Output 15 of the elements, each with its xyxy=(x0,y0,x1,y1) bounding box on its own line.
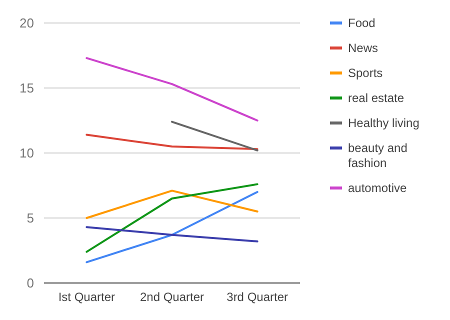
legend-label: News xyxy=(348,41,378,56)
y-tick-label: 10 xyxy=(20,146,34,161)
legend-label: Healthy living xyxy=(348,116,420,130)
y-tick-label: 20 xyxy=(20,16,34,31)
legend-label: Food xyxy=(348,16,376,30)
x-tick-label: 3rd Quarter xyxy=(226,290,288,304)
y-tick-label: 5 xyxy=(26,210,34,226)
legend-label: Sports xyxy=(348,66,383,80)
x-tick-label: 2nd Quarter xyxy=(140,290,204,304)
legend-label: real estate xyxy=(348,91,404,106)
legend-label: automotive xyxy=(348,181,408,196)
x-tick-label: Ist Quarter xyxy=(58,290,116,304)
y-tick-label: 0 xyxy=(26,276,34,291)
y-tick-label: 15 xyxy=(20,80,34,96)
legend-label: beauty and fashion xyxy=(348,141,408,170)
